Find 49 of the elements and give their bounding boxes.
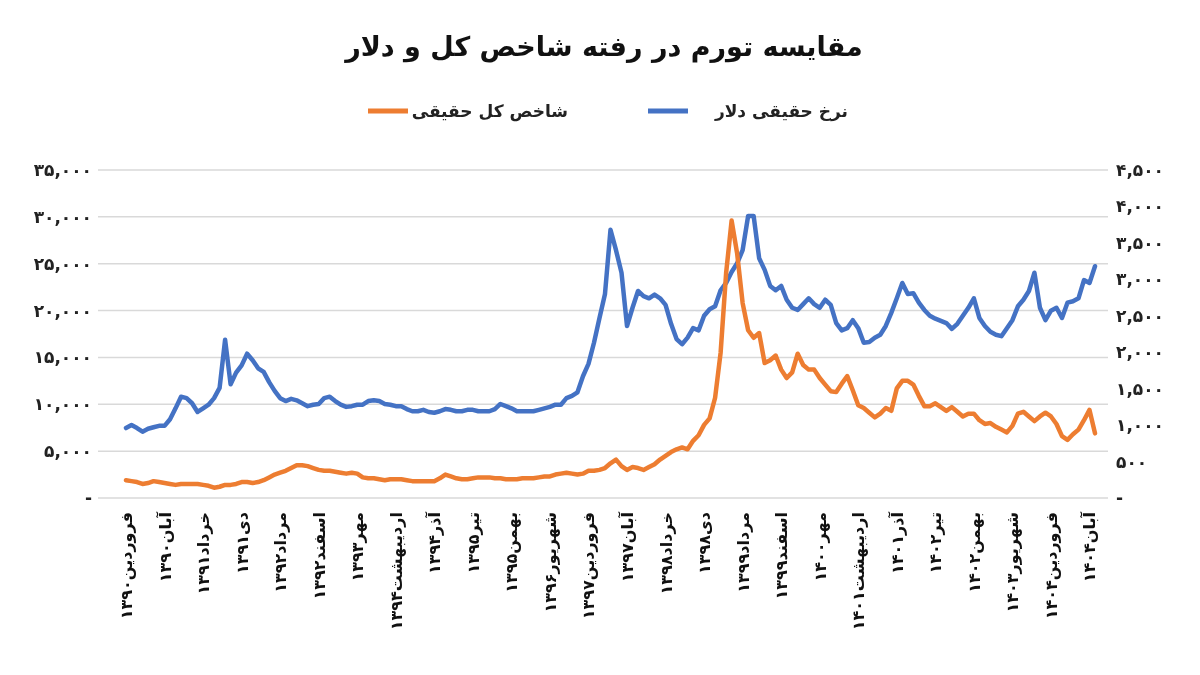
x-tick-label: اردیبهشت۱۴۰۱ bbox=[849, 512, 869, 631]
x-tick-label: آبان۱۳۹۷ bbox=[617, 511, 638, 583]
x-tick-label: اردیبهشت۱۳۹۴ bbox=[386, 512, 406, 631]
y2-tick-label: ۱,۵۰۰ bbox=[1116, 378, 1164, 399]
chart-title: مقایسه تورم در رفته شاخص کل و دلار bbox=[343, 31, 863, 63]
x-tick-label: مرداد۱۳۹۹ bbox=[733, 512, 753, 593]
y2-tick-label: ۴,۵۰۰ bbox=[1116, 160, 1164, 180]
x-tick-label: آذر۱۴۰۱ bbox=[886, 511, 907, 574]
y2-tick-label: ۲,۰۰۰ bbox=[1116, 342, 1164, 363]
y-tick-label: ۵,۰۰۰ bbox=[44, 441, 92, 462]
x-tick-label: فروردین۱۴۰۴ bbox=[1041, 512, 1061, 620]
x-tick-label: خرداد۱۳۹۸ bbox=[656, 512, 676, 595]
y-tick-label: - bbox=[84, 488, 92, 508]
y-tick-label: ۲۵,۰۰۰ bbox=[33, 253, 92, 274]
x-tick-label: فروردین۱۳۹۷ bbox=[579, 512, 599, 620]
legend-label: شاخص کل حقیقی bbox=[411, 101, 568, 122]
y-tick-label: ۱۵,۰۰۰ bbox=[33, 347, 92, 368]
y2-tick-label: - bbox=[1116, 488, 1124, 508]
y2-tick-label: ۴,۰۰۰ bbox=[1116, 196, 1164, 217]
y-tick-label: ۱۰,۰۰۰ bbox=[33, 394, 92, 415]
x-tick-label: تیر۱۴۰۲ bbox=[926, 512, 946, 574]
x-tick-label: اسفند۱۳۹۹ bbox=[772, 512, 792, 600]
x-tick-label: فروردین۱۳۹۰ bbox=[117, 512, 136, 620]
x-tick-label: بهمن۱۴۰۲ bbox=[964, 512, 984, 593]
y-tick-label: ۲۰,۰۰۰ bbox=[33, 300, 92, 321]
x-tick-label: آبان۱۴۰۴ bbox=[1079, 511, 1100, 583]
y-tick-label: ۳۰,۰۰۰ bbox=[33, 206, 92, 227]
x-tick-label: دی۱۳۹۱ bbox=[232, 512, 252, 574]
x-tick-label: تیر۱۳۹۵ bbox=[463, 512, 483, 574]
y-tick-label: ۳۵,۰۰۰ bbox=[33, 160, 92, 180]
x-tick-label: مهر۱۳۹۳ bbox=[348, 512, 368, 582]
x-tick-label: شهریور۱۳۹۶ bbox=[540, 512, 560, 613]
legend-label: نرخ حقیقی دلار bbox=[713, 101, 848, 122]
y2-tick-label: ۵۰۰ bbox=[1116, 451, 1148, 472]
x-tick-label: آذر۱۳۹۴ bbox=[424, 511, 445, 574]
x-tick-label: خرداد۱۳۹۱ bbox=[194, 512, 214, 595]
x-tick-label: اسفند۱۳۹۲ bbox=[309, 512, 329, 600]
x-tick-label: شهریور۱۴۰۳ bbox=[1003, 512, 1023, 613]
x-tick-label: بهمن۱۳۹۵ bbox=[502, 512, 522, 593]
x-tick-label: دی۱۳۹۸ bbox=[695, 512, 715, 574]
x-tick-label: مهر۱۴۰۰ bbox=[810, 512, 830, 582]
y2-tick-label: ۲,۵۰۰ bbox=[1116, 305, 1164, 326]
x-tick-label: آبان۱۳۹۰ bbox=[154, 511, 175, 583]
line-series bbox=[123, 218, 1098, 490]
line-series bbox=[123, 213, 1098, 434]
y2-tick-label: ۳,۰۰۰ bbox=[1116, 269, 1164, 290]
x-tick-label: مرداد۱۳۹۲ bbox=[271, 512, 291, 593]
y2-tick-label: ۳,۵۰۰ bbox=[1116, 232, 1164, 253]
y2-tick-label: ۱,۰۰۰ bbox=[1116, 415, 1164, 436]
